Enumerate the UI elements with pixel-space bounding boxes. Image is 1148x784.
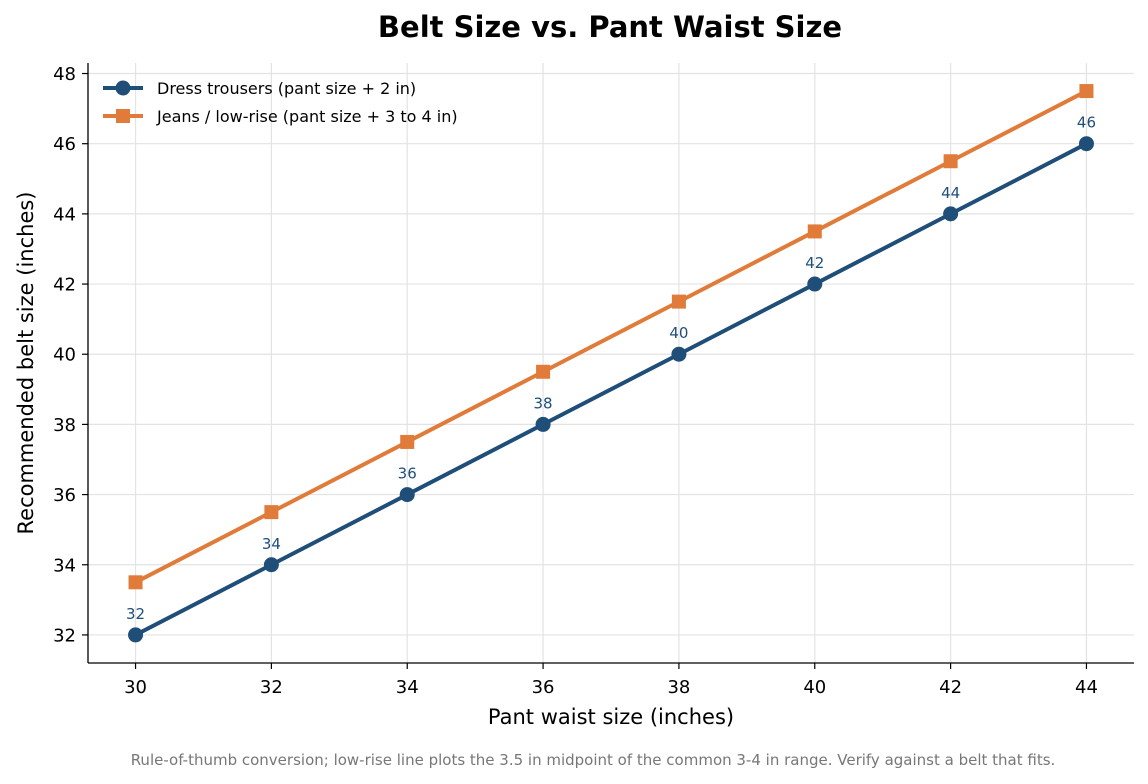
x-tick-label: 30 — [124, 677, 147, 698]
series-2-point — [943, 154, 958, 169]
series-1-point — [1078, 136, 1094, 152]
y-tick-label: 42 — [53, 275, 76, 296]
x-axis-label: Pant waist size (inches) — [488, 705, 734, 729]
y-ticks: 32 34 36 38 40 42 44 46 48 — [53, 64, 88, 646]
series-1-point — [399, 487, 415, 503]
data-labels: 32 34 36 38 40 42 44 46 — [126, 114, 1096, 623]
series-2-point — [671, 294, 686, 309]
legend-swatch-marker — [115, 80, 131, 96]
series-2-point — [128, 575, 143, 590]
series-layer — [128, 84, 1094, 643]
x-tick-label: 38 — [667, 677, 690, 698]
data-label: 34 — [262, 535, 281, 553]
grid-layer — [88, 63, 1134, 663]
data-label: 46 — [1077, 114, 1096, 132]
x-tick-label: 44 — [1075, 677, 1098, 698]
series-2-line — [133, 89, 1089, 585]
data-label: 44 — [941, 184, 960, 202]
legend: Dress trousers (pant size + 2 in) Jeans /… — [103, 79, 458, 126]
y-tick-label: 36 — [53, 485, 76, 506]
axes-layer — [87, 63, 1134, 664]
y-tick-label: 46 — [53, 134, 76, 155]
series-2-point — [536, 364, 551, 379]
data-label: 38 — [534, 394, 553, 412]
y-tick-label: 44 — [53, 204, 76, 225]
y-tick-label: 38 — [53, 415, 76, 436]
series-1-point — [671, 346, 687, 362]
x-ticks: 30 32 34 36 38 40 42 44 — [124, 663, 1098, 698]
y-tick-label: 32 — [53, 625, 76, 646]
series-2 — [128, 84, 1094, 590]
series-1-point — [263, 557, 279, 573]
series-1 — [128, 136, 1094, 643]
y-axis-label: Recommended belt size (inches) — [14, 192, 38, 535]
y-tick-label: 34 — [53, 555, 76, 576]
y-tick-label: 48 — [53, 64, 76, 85]
chart-caption: Rule-of-thumb conversion; low-rise line … — [131, 751, 1056, 769]
data-label: 32 — [126, 605, 145, 623]
series-1-point — [535, 416, 551, 432]
x-tick-label: 34 — [396, 677, 419, 698]
legend-item-1: Dress trousers (pant size + 2 in) — [103, 79, 416, 98]
series-1-line — [133, 141, 1089, 637]
data-label: 40 — [669, 324, 688, 342]
series-1-point — [128, 627, 144, 643]
y-tick-label: 40 — [53, 345, 76, 366]
series-2-point — [1079, 84, 1094, 99]
x-tick-label: 36 — [532, 677, 555, 698]
legend-label: Jeans / low-rise (pant size + 3 to 4 in) — [156, 107, 458, 126]
series-2-point — [400, 434, 415, 449]
series-1-point — [943, 206, 959, 222]
series-1-point — [807, 276, 823, 292]
x-tick-label: 42 — [939, 677, 962, 698]
legend-item-2: Jeans / low-rise (pant size + 3 to 4 in) — [103, 107, 458, 126]
data-label: 42 — [805, 254, 824, 272]
series-2-point — [807, 224, 822, 239]
x-tick-label: 40 — [803, 677, 826, 698]
chart-title: Belt Size vs. Pant Waist Size — [378, 10, 842, 44]
series-2-point — [264, 505, 279, 520]
legend-swatch-marker — [116, 109, 130, 123]
legend-label: Dress trousers (pant size + 2 in) — [157, 79, 416, 98]
data-label: 36 — [398, 465, 417, 483]
x-tick-label: 32 — [260, 677, 283, 698]
